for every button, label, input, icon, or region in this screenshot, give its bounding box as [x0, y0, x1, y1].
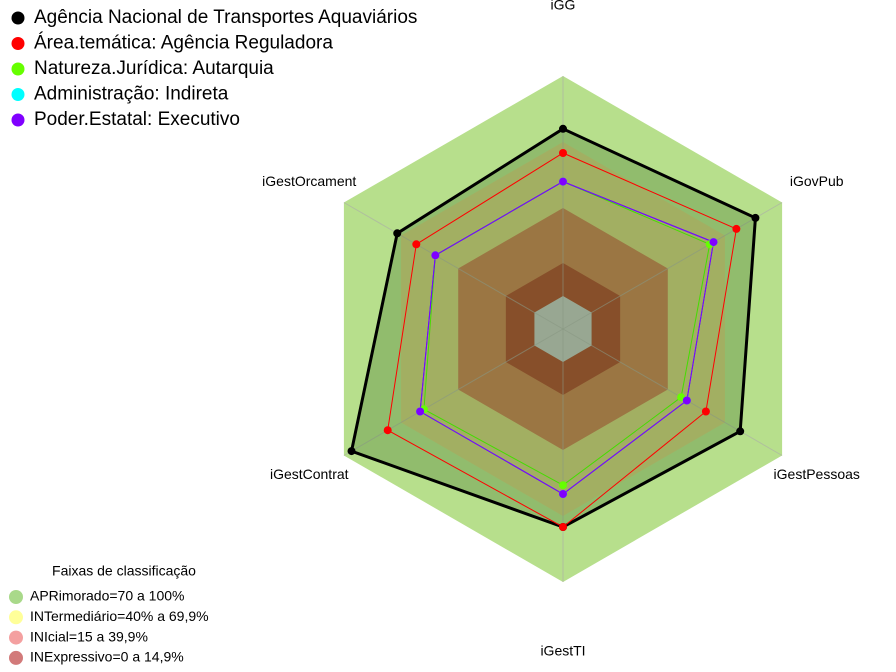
legend-label: Agência Nacional de Transportes Aquaviár… [34, 7, 417, 28]
bands-title: Faixas de classificação [52, 563, 196, 579]
axis-line [562, 328, 783, 456]
point [416, 407, 425, 416]
band-legend-marker [9, 610, 23, 625]
axis-label: iGestContrat [270, 466, 349, 482]
point [559, 523, 567, 531]
point [347, 447, 356, 456]
legend-marker [11, 11, 25, 25]
band-legend-label: APRimorado=70 a 100% [30, 588, 185, 604]
axis-label: iGovPub [790, 173, 844, 189]
point [393, 229, 402, 238]
legend-label: Natureza.Jurídica: Autarquia [34, 58, 274, 79]
point [559, 149, 567, 157]
band-legend-marker [9, 650, 23, 665]
band-legend-marker [9, 590, 23, 604]
legend-marker [11, 37, 25, 50]
axis-line [343, 328, 564, 456]
point [701, 407, 710, 416]
point [682, 396, 691, 405]
band-legend-label: INExpressivo=0 a 14,9% [30, 649, 184, 665]
legend-marker [11, 88, 25, 101]
point [559, 490, 567, 498]
point [431, 251, 440, 260]
point [383, 426, 392, 435]
legend-label: Administração: Indireta [34, 84, 229, 105]
axis-label: iGestOrcament [262, 173, 356, 189]
point [412, 240, 421, 249]
band-legend-label: INTermediário=40% a 69,9% [30, 608, 209, 624]
point [709, 238, 718, 247]
point [559, 124, 567, 133]
band-legend-marker [9, 630, 23, 645]
legend-marker [11, 62, 25, 76]
point [559, 177, 567, 186]
point [559, 481, 567, 490]
axis-label: iGestTI [540, 643, 585, 659]
legend-label: Área.temática: Agência Reguladora [34, 33, 333, 54]
legend-marker [11, 113, 25, 127]
band-legend-label: INIcial=15 a 39,9% [30, 628, 148, 644]
axis-label: iGestPessoas [774, 466, 860, 482]
point [736, 427, 745, 436]
axis-line [343, 202, 564, 330]
axis-line [562, 202, 783, 330]
axis-label: iGG [551, 0, 576, 13]
point [732, 224, 741, 233]
legend-label: Poder.Estatal: Executivo [34, 109, 240, 130]
point [751, 213, 760, 222]
